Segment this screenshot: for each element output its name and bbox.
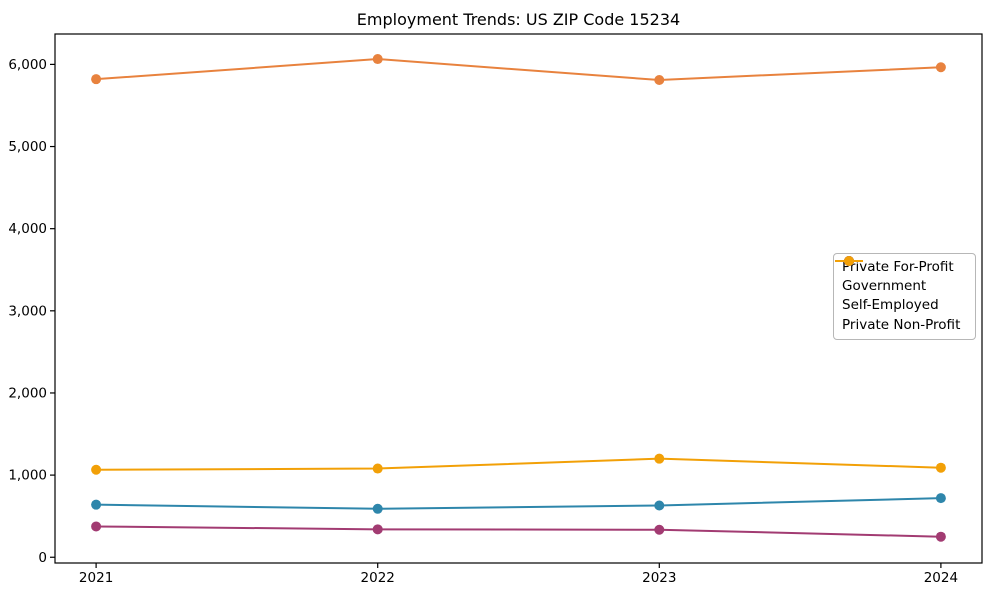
y-tick-label: 2,000 <box>8 385 47 401</box>
y-tick-label: 4,000 <box>8 221 47 237</box>
data-point-private-for-profit-2021 <box>91 74 102 85</box>
x-tick-label: 2024 <box>924 570 958 586</box>
y-tick-label: 1,000 <box>8 468 47 484</box>
series-line-government <box>95 497 942 510</box>
legend-entry-private-non-profit: Private Non-Profit <box>835 256 967 335</box>
legend-label: Government <box>842 278 927 295</box>
y-tick-label: 5,000 <box>8 139 47 155</box>
data-point-private-for-profit-2022 <box>372 54 383 65</box>
data-point-private-non-profit-2024 <box>935 462 946 473</box>
plot-frame <box>54 33 983 564</box>
x-tick-label: 2023 <box>642 570 676 586</box>
legend-label: Private For-Profit <box>842 258 954 275</box>
legend-label: Private Non-Profit <box>842 316 961 333</box>
data-point-self-employed-2021 <box>91 521 102 532</box>
data-point-government-2022 <box>372 503 383 514</box>
series-line-private-non-profit <box>95 457 942 471</box>
series-line-self-employed <box>95 525 942 538</box>
series-line-private-for-profit <box>95 58 942 82</box>
legend-label: Self-Employed <box>842 297 939 314</box>
data-point-private-for-profit-2024 <box>935 62 946 73</box>
y-tick-label: 3,000 <box>8 303 47 319</box>
legend-marker-private-non-profit <box>835 256 863 266</box>
chart-title: Employment Trends: US ZIP Code 15234 <box>356 10 681 29</box>
x-tick-label: 2021 <box>79 570 113 586</box>
data-point-private-non-profit-2023 <box>654 453 665 464</box>
legend-entry-government: Government <box>835 256 967 296</box>
data-point-private-for-profit-2023 <box>654 75 665 85</box>
data-point-private-non-profit-2021 <box>91 464 102 475</box>
data-point-government-2023 <box>654 500 665 511</box>
data-point-government-2024 <box>935 493 946 504</box>
legend: Private For-Profit Government Self-Employe… <box>833 253 976 340</box>
y-tick-label: 6,000 <box>8 57 47 73</box>
legend-entry-self-employed: Self-Employed <box>835 256 967 316</box>
data-point-self-employed-2024 <box>935 531 946 542</box>
data-point-government-2021 <box>91 499 102 510</box>
data-point-self-employed-2022 <box>372 524 383 535</box>
x-tick-label: 2022 <box>361 570 395 586</box>
y-tick-label: 0 <box>38 550 47 566</box>
data-point-self-employed-2023 <box>654 524 665 535</box>
data-point-private-non-profit-2022 <box>372 463 383 474</box>
